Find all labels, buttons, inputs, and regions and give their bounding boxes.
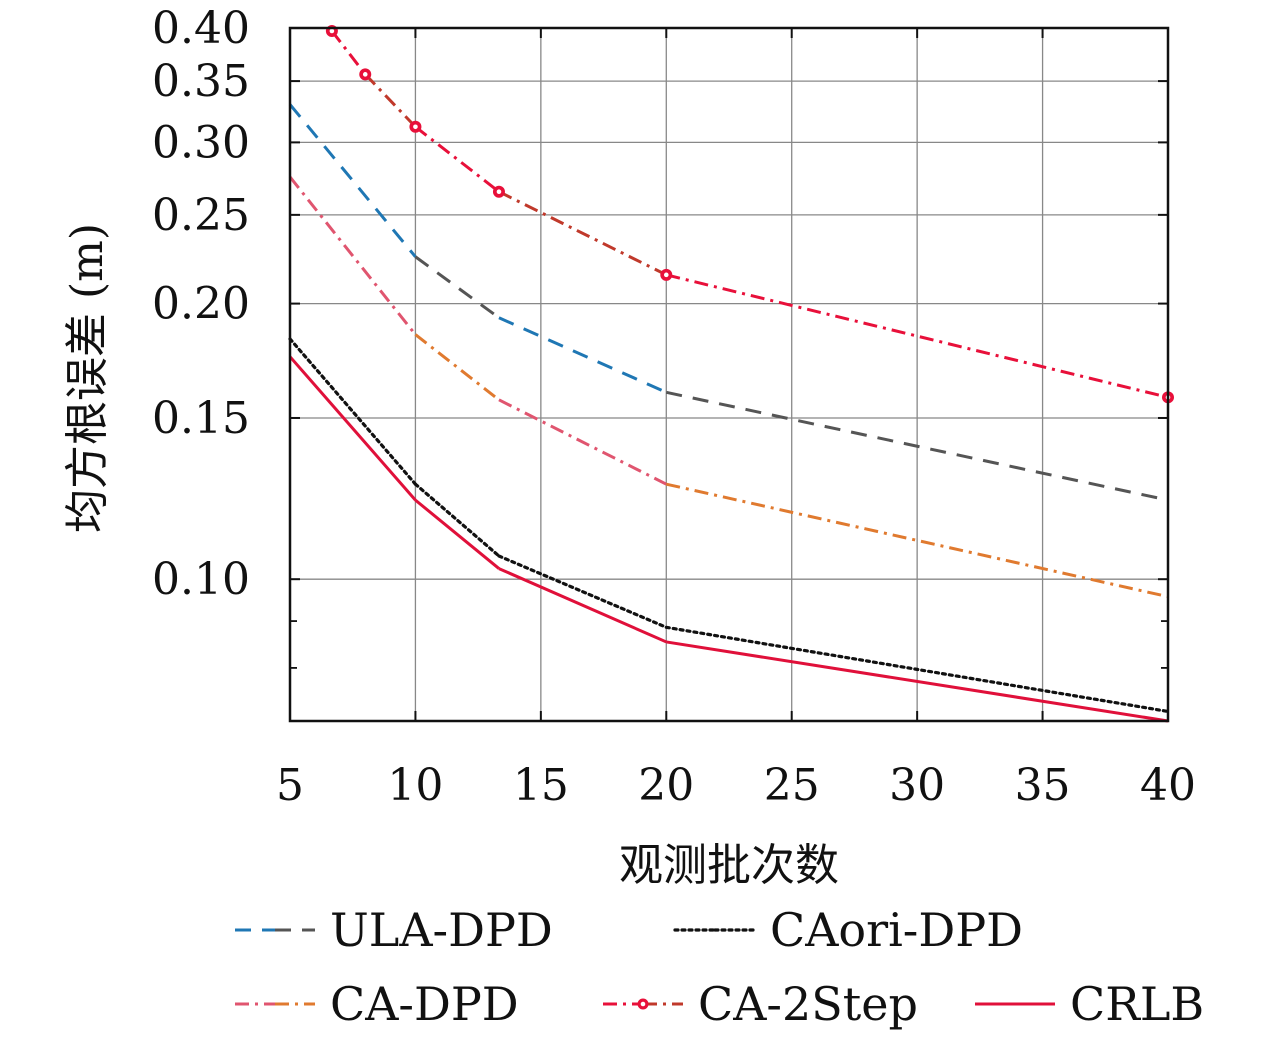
series-segment-ula-dpd: [665, 390, 1169, 502]
legend-item-ca-dpd: CA-DPD: [235, 977, 519, 1031]
legend-label: CA-2Step: [698, 977, 918, 1031]
series-segment-crlb: [666, 640, 1169, 723]
x-tick-label: 40: [1140, 760, 1196, 811]
legend-label: CA-DPD: [330, 977, 519, 1031]
series-segment-ula-dpd: [288, 103, 417, 258]
series-segment-caori-dpd: [497, 554, 668, 629]
legend-label: CAori-DPD: [770, 903, 1023, 957]
series-segment-caori-dpd: [413, 482, 501, 558]
x-tick-label: 20: [638, 760, 694, 811]
x-tick-label: 25: [764, 760, 820, 811]
legend-item-ca-2step: CA-2Step: [603, 977, 918, 1031]
y-tick-label: 0.15: [152, 393, 250, 444]
x-tick-label: 30: [889, 760, 945, 811]
series-segment-ca-2step: [498, 190, 667, 277]
y-tick-label: 0.10: [152, 554, 250, 605]
tick-layer: 5 10 15 20 25 30 35 40 0.10 0.15 0.20 0.25 0.30 0.350…: [152, 3, 1196, 811]
y-tick-label: 0.40: [152, 3, 250, 54]
series-segment-ca-dpd: [665, 482, 1169, 599]
y-tick-label: 0.35: [152, 56, 250, 107]
data-point-center: [329, 28, 335, 34]
series-segment-ca-2step: [364, 73, 417, 128]
series-crlb: [288, 355, 1169, 723]
series-ca-2step: [325, 24, 1174, 404]
data-point-center: [362, 72, 368, 77]
series-ca-dpd: [288, 176, 1169, 599]
legend-label: CRLB: [1070, 977, 1204, 1031]
series-segment-ca-dpd: [498, 398, 667, 486]
x-tick-label: 35: [1015, 760, 1071, 811]
legend: ULA-DPD CAori-DPD CA-DPD CA-2Step CRLB: [235, 903, 1204, 1031]
y-axis-label: 均方根误差 (m): [62, 223, 113, 533]
series-caori-dpd: [288, 337, 1170, 714]
series-segment-ca-dpd: [414, 333, 500, 402]
series-ula-dpd: [288, 103, 1169, 502]
legend-item-ula-dpd: ULA-DPD: [235, 903, 553, 957]
data-point-center: [413, 124, 418, 130]
x-axis-label: 观测批次数: [619, 840, 839, 891]
x-tick-label: 5: [276, 760, 304, 811]
legend-item-crlb: CRLB: [975, 977, 1204, 1031]
series-segment-ula-dpd: [414, 255, 500, 319]
data-point-center: [663, 272, 669, 278]
series-segment-crlb: [498, 567, 667, 644]
series-segment-crlb: [414, 498, 500, 570]
series-segment-ca-dpd: [288, 176, 417, 336]
series-segment-crlb: [288, 355, 417, 502]
data-point-center: [496, 189, 502, 195]
plot-frame: [288, 26, 1170, 723]
legend-label: ULA-DPD: [330, 903, 553, 957]
legend-item-caori-dpd: CAori-DPD: [673, 903, 1023, 957]
series-segment-ula-dpd: [498, 316, 667, 394]
y-tick-label: 0.20: [152, 279, 250, 330]
series-layer: [288, 24, 1174, 723]
legend-marker-center: [640, 1001, 646, 1007]
x-tick-label: 15: [513, 760, 569, 811]
y-tick-label: 0.30: [152, 117, 250, 168]
series-segment-caori-dpd: [664, 625, 1170, 714]
series-segment-ca-2step: [414, 125, 500, 193]
x-tick-label: 10: [387, 760, 443, 811]
y-tick-label: 0.25: [152, 190, 250, 241]
grid-layer: [290, 28, 1168, 721]
series-segment-caori-dpd: [288, 337, 418, 486]
series-segment-ca-2step: [330, 30, 367, 76]
